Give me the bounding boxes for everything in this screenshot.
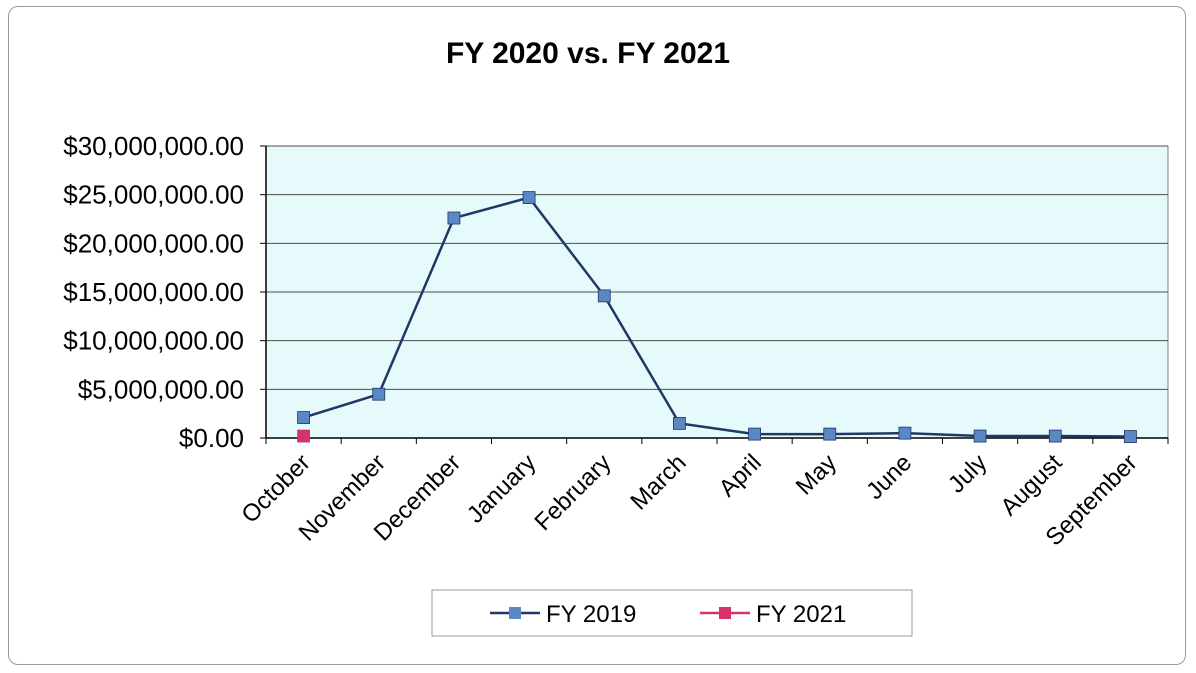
x-tick-label: May <box>791 449 842 500</box>
data-point <box>297 429 310 443</box>
data-point <box>1124 430 1137 443</box>
x-tick-label: April <box>714 449 767 502</box>
data-point <box>748 427 761 441</box>
data-point <box>673 416 686 430</box>
x-tick-label: July <box>943 449 992 498</box>
legend: FY 2019 FY 2021 <box>431 589 913 637</box>
y-tick-label: $10,000,000.00 <box>63 326 244 356</box>
data-point <box>597 289 611 303</box>
y-axis-tick-labels: $0.00 $5,000,000.00 $10,000,000.00 $15,000,… <box>63 131 244 453</box>
y-tick-label: $30,000,000.00 <box>63 131 244 161</box>
y-tick-label: $0.00 <box>179 423 244 453</box>
y-tick-label: $5,000,000.00 <box>78 374 244 404</box>
y-tick-label: $15,000,000.00 <box>63 277 244 307</box>
y-tick-label: $25,000,000.00 <box>63 180 244 210</box>
legend-marker <box>509 607 521 619</box>
data-point <box>297 411 310 424</box>
x-tick-label: February <box>529 449 616 536</box>
y-tick-label: $20,000,000.00 <box>63 228 244 258</box>
data-point <box>823 427 837 441</box>
data-point <box>522 191 536 204</box>
x-tick-label: August <box>996 449 1068 521</box>
series-line <box>303 196 1131 438</box>
data-point <box>447 211 461 225</box>
data-point <box>372 387 386 401</box>
legend-label: FY 2021 <box>756 601 846 628</box>
legend-label: FY 2019 <box>546 601 636 628</box>
legend-marker <box>719 607 731 619</box>
data-point <box>898 426 912 440</box>
x-tick-label: June <box>861 449 917 505</box>
chart-title: FY 2020 vs. FY 2021 <box>446 37 730 70</box>
data-point <box>1048 429 1062 443</box>
series-layer <box>297 191 1137 443</box>
data-point <box>973 429 987 443</box>
axes <box>265 146 1169 444</box>
x-tick-label: March <box>625 449 691 515</box>
